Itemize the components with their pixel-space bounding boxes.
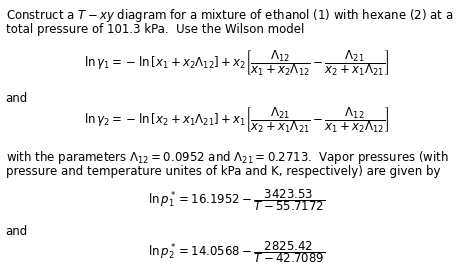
Text: total pressure of 101.3 kPa.  Use the Wilson model: total pressure of 101.3 kPa. Use the Wil…: [6, 23, 304, 36]
Text: $\ln p_2^* = 14.0568 - \dfrac{2825.42}{T - 42.7089}$: $\ln p_2^* = 14.0568 - \dfrac{2825.42}{T…: [148, 239, 326, 265]
Text: pressure and temperature unites of kPa and K, respectively) are given by: pressure and temperature unites of kPa a…: [6, 165, 440, 178]
Text: with the parameters $\Lambda_{12} = 0.0952$ and $\Lambda_{21} = 0.2713$.  Vapor : with the parameters $\Lambda_{12} = 0.09…: [6, 148, 448, 166]
Text: $\ln \gamma_1 = -\ln\left[x_1 + x_2\Lambda_{12}\right] + x_2\left[\dfrac{\Lambda: $\ln \gamma_1 = -\ln\left[x_1 + x_2\Lamb…: [84, 49, 390, 79]
Text: and: and: [6, 92, 28, 105]
Text: and: and: [6, 225, 28, 238]
Text: Construct a $T - xy$ diagram for a mixture of ethanol (1) with hexane (2) at a: Construct a $T - xy$ diagram for a mixtu…: [6, 7, 453, 24]
Text: $\ln \gamma_2 = -\ln\left[x_2 + x_1\Lambda_{21}\right] + x_1\left[\dfrac{\Lambda: $\ln \gamma_2 = -\ln\left[x_2 + x_1\Lamb…: [84, 105, 390, 135]
Text: $\ln p_1^* = 16.1952 - \dfrac{3423.53}{T - 55.7172}$: $\ln p_1^* = 16.1952 - \dfrac{3423.53}{T…: [148, 188, 326, 213]
